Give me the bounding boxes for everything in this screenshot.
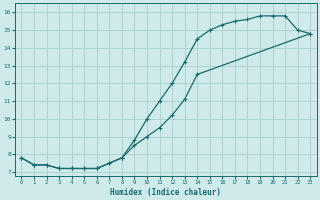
X-axis label: Humidex (Indice chaleur): Humidex (Indice chaleur) <box>110 188 221 197</box>
